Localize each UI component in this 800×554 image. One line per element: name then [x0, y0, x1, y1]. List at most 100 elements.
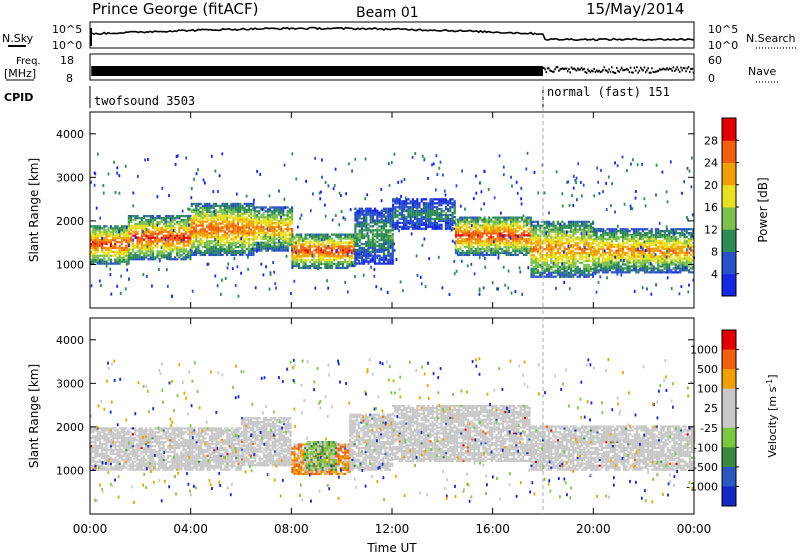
heatmap-cell [565, 275, 568, 278]
heatmap-cell [275, 225, 278, 229]
heatmap-cell [414, 206, 417, 209]
heatmap-cell [387, 211, 390, 214]
heatmap-cell [252, 247, 255, 251]
heatmap-cell [208, 204, 211, 208]
heatmap-cell [129, 224, 133, 228]
heatmap-cell [322, 262, 325, 266]
heatmap-cell [490, 234, 493, 237]
heatmap-cell [665, 267, 669, 270]
heatmap-cell [592, 242, 595, 245]
heatmap-cell [92, 258, 95, 261]
heatmap-cell [360, 207, 363, 210]
heatmap-cell [252, 204, 255, 208]
heatmap-cell [304, 241, 307, 244]
heatmap-cell [552, 271, 555, 274]
heatmap-cell [556, 269, 559, 272]
heatmap-cell [253, 235, 256, 238]
heatmap-cell [650, 237, 653, 241]
heatmap-cell [416, 200, 419, 203]
heatmap-cell [138, 217, 141, 220]
heatmap-cell [167, 244, 170, 247]
heatmap-cell [160, 244, 163, 247]
freq-sample [609, 70, 612, 73]
heatmap-cell [120, 225, 123, 228]
heatmap-cell [250, 232, 253, 235]
heatmap-cell [465, 234, 469, 237]
heatmap-cell [134, 228, 137, 231]
heatmap-cell [317, 241, 320, 244]
heatmap-cell [503, 226, 506, 229]
heatmap-cell [494, 249, 497, 253]
heatmap-cell [269, 247, 272, 250]
heatmap-cell [589, 250, 592, 253]
heatmap-cell [234, 224, 237, 227]
heatmap-cell [433, 227, 436, 230]
heatmap-cell [199, 242, 202, 245]
heatmap-cell [344, 261, 347, 264]
heatmap-cell [241, 232, 244, 235]
heatmap-cell [597, 241, 600, 245]
heatmap-cell [512, 232, 515, 235]
heatmap-cell [94, 254, 97, 257]
heatmap-cell [449, 202, 452, 205]
heatmap-cell [650, 259, 653, 262]
heatmap-cell [429, 200, 432, 203]
heatmap-cell [160, 238, 163, 241]
heatmap-cell [230, 245, 233, 249]
heatmap-cell [554, 230, 557, 233]
heatmap-cell [317, 243, 320, 246]
heatmap-cell [472, 251, 475, 255]
heatmap-cell [114, 260, 117, 263]
heatmap-cell [120, 227, 123, 230]
heatmap-cell [585, 256, 588, 259]
heatmap-cell [182, 250, 185, 253]
heatmap-cell [646, 247, 649, 250]
heatmap-cell [354, 217, 357, 220]
heatmap-cell [105, 260, 108, 263]
heatmap-cell [530, 248, 533, 251]
heatmap-cell [444, 198, 447, 201]
heatmap-cell [236, 240, 240, 243]
heatmap-cell [470, 236, 473, 239]
heatmap-cell [514, 249, 517, 253]
heatmap-cell [465, 242, 469, 245]
heatmap-cell [374, 239, 377, 242]
heatmap-cell [581, 230, 584, 233]
heatmap-cell [548, 230, 551, 233]
heatmap-cell [169, 246, 172, 249]
heatmap-cell [288, 233, 291, 236]
heatmap-cell [184, 240, 188, 243]
heatmap-cell [581, 224, 584, 227]
heatmap-cell [371, 217, 374, 220]
heatmap-cell [420, 219, 423, 223]
heatmap-cell [262, 214, 265, 217]
heatmap-cell [187, 226, 190, 230]
heatmap-cell [530, 259, 533, 263]
heatmap-cell [255, 235, 258, 238]
heatmap-cell [543, 271, 546, 274]
heatmap-cell [523, 222, 526, 225]
heatmap-cell [94, 252, 97, 255]
heatmap-cell [94, 237, 97, 240]
heatmap-cell [599, 265, 603, 268]
heatmap-cell [574, 252, 577, 255]
heatmap-cell [507, 244, 510, 247]
heatmap-cell [385, 246, 388, 250]
heatmap-cell [354, 231, 357, 234]
heatmap-cell [195, 247, 198, 251]
heatmap-cell [494, 251, 497, 255]
heatmap-cell [610, 245, 614, 248]
heatmap-cell [476, 218, 480, 221]
heatmap-cell [365, 219, 368, 222]
heatmap-cell [151, 215, 155, 218]
heatmap-cell [195, 218, 198, 221]
heatmap-cell [494, 222, 497, 225]
heatmap-cell [537, 252, 540, 255]
heatmap-cell [245, 232, 248, 235]
heatmap-cell [403, 202, 406, 205]
heatmap-cell [565, 234, 568, 237]
heatmap-cell [275, 237, 278, 240]
heatmap-cell [356, 252, 359, 255]
heatmap-cell [613, 228, 616, 231]
heatmap-cell [626, 265, 629, 268]
